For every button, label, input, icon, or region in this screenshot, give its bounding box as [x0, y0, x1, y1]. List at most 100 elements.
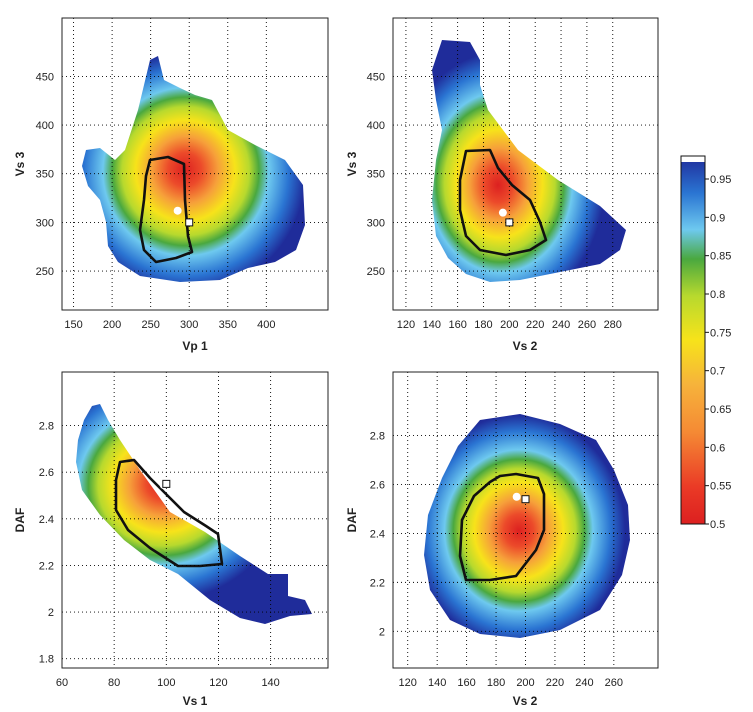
posterior-density-region	[82, 56, 305, 282]
colorbar-tick-label: 0.8	[710, 289, 725, 301]
colorbar-tick-label: 0.9	[710, 212, 725, 224]
colorbar-gradient-bar	[681, 156, 705, 524]
x-tick-label: 100	[157, 677, 175, 689]
colorbar-top-cap	[681, 156, 705, 162]
plot-frame	[61, 371, 329, 669]
plot-frame	[392, 371, 659, 669]
x-tick-label: 200	[103, 319, 121, 331]
colorbar-tick-label: 0.75	[710, 327, 731, 339]
x-axis-label: Vp 1	[182, 339, 208, 353]
posterior-density-region	[424, 414, 630, 638]
x-tick-label: 120	[399, 677, 417, 689]
colorbar-tick-label: 0.7	[710, 366, 725, 378]
x-tick-label: 300	[180, 319, 198, 331]
y-tick-label: 250	[367, 266, 385, 278]
x-tick-label: 260	[578, 319, 596, 331]
x-tick-label: 160	[457, 677, 475, 689]
y-tick-label: 2.4	[39, 514, 54, 526]
hpd-contour-90	[114, 458, 224, 568]
colorbar-tick-label: 0.6	[710, 442, 725, 454]
y-tick-label: 450	[367, 71, 385, 83]
y-tick-label: 2.8	[370, 431, 385, 443]
x-tick-label: 350	[219, 319, 237, 331]
density-surface	[76, 404, 312, 624]
x-tick-label: 180	[474, 319, 492, 331]
density-surface	[424, 414, 630, 638]
x-axis-label: Vs 2	[513, 339, 538, 353]
posterior-density-region	[76, 404, 312, 624]
chart-panel-vs2-vs3: 120 140 160 180 200 220 240 260 280 250 300 350 400…	[345, 17, 659, 353]
density-surface	[82, 56, 305, 282]
y-tick-label: 300	[367, 217, 385, 229]
true-model-marker	[185, 218, 194, 227]
x-tick-label: 220	[526, 319, 544, 331]
y-ticks: 1.8 2 2.2 2.4 2.6 2.8	[39, 421, 54, 666]
hpd-contour-90	[458, 472, 546, 582]
y-tick-label: 400	[36, 120, 54, 132]
y-ticks: 250 300 350 400 450	[36, 71, 54, 278]
true-model-marker	[505, 218, 514, 227]
y-axis-label: Vs 3	[13, 151, 27, 176]
x-tick-label: 280	[604, 319, 622, 331]
x-tick-label: 200	[500, 319, 518, 331]
x-tick-label: 60	[56, 677, 68, 689]
y-axis-label: Vs 3	[345, 151, 359, 176]
x-tick-label: 180	[487, 677, 505, 689]
best-model-marker	[512, 492, 521, 501]
colorbar: 0.95 0.9 0.85 0.8 0.75 0.7 0.65 0.6 0.55 0.5	[680, 155, 731, 531]
plot-frame	[392, 17, 659, 311]
y-tick-label: 2.6	[39, 467, 54, 479]
x-ticks: 120 140 160 180 200 220 240 260	[399, 677, 623, 689]
x-tick-label: 150	[64, 319, 82, 331]
x-axis-label: Vs 2	[513, 694, 538, 708]
grid	[393, 18, 658, 310]
x-tick-label: 250	[141, 319, 159, 331]
colorbar-tick-label: 0.85	[710, 251, 731, 263]
grid	[62, 18, 328, 310]
best-model-marker	[498, 208, 507, 217]
chart-panel-vs1-daf: 60 80 100 120 140 1.8 2 2.2 2.4 2.6 2.8 Vs 1 DAF	[13, 371, 329, 708]
x-tick-label: 240	[552, 319, 570, 331]
x-tick-label: 200	[516, 677, 534, 689]
x-tick-label: 120	[397, 319, 415, 331]
x-ticks: 120 140 160 180 200 220 240 260 280	[397, 319, 622, 331]
y-tick-label: 1.8	[39, 654, 54, 666]
y-axis-label: DAF	[345, 508, 359, 533]
y-tick-label: 450	[36, 71, 54, 83]
y-tick-label: 2.2	[370, 577, 385, 589]
y-tick-label: 2.4	[370, 528, 385, 540]
hpd-contour-90	[458, 148, 548, 257]
x-tick-label: 220	[546, 677, 564, 689]
y-tick-label: 350	[367, 169, 385, 181]
y-tick-label: 2.2	[39, 560, 54, 572]
y-tick-label: 300	[36, 217, 54, 229]
y-ticks: 2 2.2 2.4 2.6 2.8	[370, 431, 385, 639]
x-tick-label: 120	[209, 677, 227, 689]
x-tick-label: 240	[575, 677, 593, 689]
y-tick-label: 350	[36, 169, 54, 181]
colorbar-tick-label: 0.55	[710, 481, 731, 493]
x-tick-label: 400	[257, 319, 275, 331]
density-surface	[432, 40, 626, 282]
x-ticks: 60 80 100 120 140	[56, 677, 280, 689]
posterior-density-region	[432, 40, 626, 282]
y-tick-label: 2	[379, 626, 385, 638]
true-model-marker	[162, 479, 171, 488]
best-model-marker	[173, 206, 182, 215]
plot-frame	[61, 17, 329, 311]
colorbar-ticks: 0.95 0.9 0.85 0.8 0.75 0.7 0.65 0.6 0.55 0.5	[705, 174, 731, 531]
colorbar-tick-label: 0.95	[710, 174, 731, 186]
x-tick-label: 140	[423, 319, 441, 331]
hpd-contour-90	[138, 155, 194, 264]
y-tick-label: 250	[36, 266, 54, 278]
x-ticks: 150 200 250 300 350 400	[64, 319, 275, 331]
true-model-marker	[521, 495, 530, 504]
y-axis-label: DAF	[13, 508, 27, 533]
y-tick-label: 2	[48, 607, 54, 619]
y-ticks: 250 300 350 400 450	[367, 71, 385, 278]
x-tick-label: 140	[261, 677, 279, 689]
colorbar-frame	[680, 155, 706, 525]
colorbar-tick-label: 0.5	[710, 519, 725, 531]
